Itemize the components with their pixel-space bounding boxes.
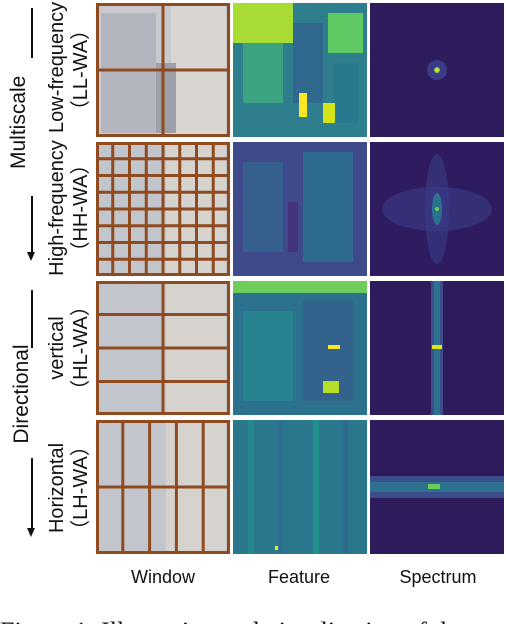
row-label-horizontal-line1: Horizontal xyxy=(46,442,68,534)
row-label-horizontal: Horizontal （LH-WA） xyxy=(45,432,93,544)
column-label-spectrum: Spectrum xyxy=(399,567,477,587)
window-image-ll xyxy=(96,3,230,137)
feature-map-lh xyxy=(233,420,367,554)
column-label-feature: Feature xyxy=(267,567,331,587)
row-label-high-frequency-line2: （HH-WA） xyxy=(70,154,92,262)
feature-map-ll xyxy=(233,3,367,137)
directional-arrow-line-lower xyxy=(31,458,33,528)
column-label-window: Window xyxy=(130,567,196,587)
spectrum-panel-hh xyxy=(370,142,504,276)
window-panel-ll xyxy=(96,3,230,137)
row-label-low-frequency: Low-frequency （LL-WA） xyxy=(45,1,93,133)
multiscale-arrow-head xyxy=(27,252,35,261)
row-label-high-frequency-line1: High-frequency xyxy=(46,140,68,276)
row-label-vertical-line1: vertical xyxy=(46,316,68,380)
feature-panel-lh xyxy=(233,420,367,554)
figure-caption-text: Figure 1: Illustration and visualization… xyxy=(0,612,506,624)
row-label-low-frequency-line1: Low-frequency xyxy=(46,1,68,133)
window-panel-hl xyxy=(96,281,230,415)
spectrum-ll xyxy=(370,3,504,137)
window-panel-lh xyxy=(96,420,230,554)
window-panel-hh xyxy=(96,142,230,276)
spectrum-hl xyxy=(370,281,504,415)
row-label-vertical-line2: （HL-WA） xyxy=(70,296,92,400)
row-label-high-frequency: High-frequency （HH-WA） xyxy=(45,138,93,278)
window-image-hl xyxy=(96,281,230,415)
feature-panel-hh xyxy=(233,142,367,276)
spectrum-panel-lh xyxy=(370,420,504,554)
row-label-low-frequency-line2: （LL-WA） xyxy=(70,19,92,121)
directional-arrow-head xyxy=(27,528,35,537)
multiscale-arrow-line-lower xyxy=(31,196,33,254)
feature-map-hh xyxy=(233,142,367,276)
spectrum-panel-hl xyxy=(370,281,504,415)
spectrum-lh xyxy=(370,420,504,554)
group-label-multiscale: Multiscale xyxy=(7,75,30,169)
window-image-lh xyxy=(96,420,230,554)
feature-map-hl xyxy=(233,281,367,415)
group-label-directional: Directional xyxy=(10,344,33,444)
row-label-vertical: vertical （HL-WA） xyxy=(45,292,93,404)
multiscale-arrow-line xyxy=(31,8,33,58)
directional-arrow-line xyxy=(31,290,33,348)
row-label-horizontal-line2: （LH-WA） xyxy=(70,436,92,540)
window-image-hh xyxy=(96,142,230,276)
feature-panel-hl xyxy=(233,281,367,415)
feature-panel-ll xyxy=(233,3,367,137)
spectrum-hh xyxy=(370,142,504,276)
figure-caption: Figure 1: Illustration and visualization… xyxy=(0,612,506,624)
spectrum-panel-ll xyxy=(370,3,504,137)
